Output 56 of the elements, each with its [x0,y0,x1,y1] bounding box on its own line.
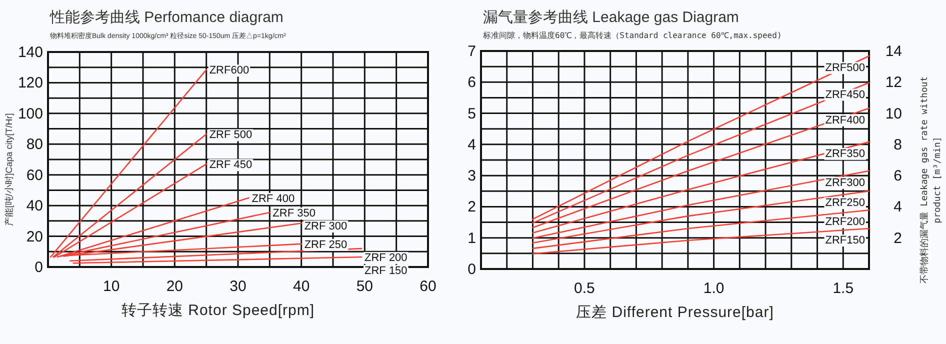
series-label: ZRF200 [825,216,865,228]
y2-tick-label: 14 [885,43,902,60]
x-tick-label: 30 [230,278,246,295]
series-label: ZRF 450 [209,159,252,172]
series-label: ZRF300 [825,176,865,189]
y-tick-label: 2 [468,198,476,216]
y2-tick-label: 8 [894,136,902,154]
y2-axis-title: 不带物料的漏气量 Leakage gas rate without product [m³/min] [919,76,943,284]
y-tick-label: 1 [468,230,476,247]
y2-tick-label: 12 [885,74,902,92]
x-axis-title: 压差 Different Pressure[bar] [576,304,774,321]
x-axis-title: 转子转速 Rotor Speed[rpm] [121,302,315,319]
series-label: ZRF350 [825,148,865,160]
y2-tick-label: 4 [894,198,902,216]
y-tick-label: 80 [26,136,43,154]
y2-tick-label: 6 [894,168,902,185]
x-tick-label: 10 [102,278,120,295]
series-label: ZRF 350 [272,207,316,220]
series-label: ZRF 300 [304,220,348,232]
series-label: ZRF 200 [364,252,408,264]
y-tick-label: 40 [26,198,43,215]
y-tick-label: 120 [18,74,43,92]
y2-tick-label: 2 [894,230,902,247]
x-tick-label: 50 [356,278,374,295]
series-label: ZRF450 [825,88,865,101]
x-tick-label: 20 [166,278,184,295]
x-tick-label: 1.0 [703,280,724,297]
y-tick-label: 0 [34,259,43,276]
y-tick-label: 5 [468,105,476,122]
y-tick-label: 4 [468,136,476,154]
x-tick-label: 0.5 [574,280,595,297]
series-label: ZRF 250 [304,238,348,251]
chart-title: 漏气量参考曲线 Leakage gas Diagram [483,9,739,26]
y-tick-label: 140 [18,44,43,61]
series-label: ZRF600 [209,64,250,77]
y-tick-label: 60 [26,166,43,184]
series-label: ZRF400 [825,114,865,126]
y2-tick-label: 10 [885,105,902,122]
x-tick-label: 40 [292,278,310,295]
y-tick-label: 0 [468,261,476,278]
series-label: ZRF 150 [364,264,408,277]
series-label: ZRF 400 [252,192,295,205]
series-label: ZRF500 [825,62,865,74]
series-label: ZRF250 [825,197,865,210]
x-tick-label: 60 [420,278,436,295]
series-label: ZRF150 [825,234,865,247]
y-tick-label: 3 [468,168,476,185]
y-axis-title: 产能[吨/小时]Capa city[T/Hr] [4,113,14,226]
y-tick-label: 7 [468,43,476,60]
series-label: ZRF 500 [209,129,252,142]
x-tick-label: 1.5 [832,280,854,297]
y-tick-label: 100 [18,105,43,122]
y-tick-label: 20 [26,228,43,246]
y-tick-label: 6 [468,74,476,92]
chart-title: 性能参考曲线 Perfomance diagram [49,9,284,26]
chart-subtitle: 标准间隙，物料温度60℃，最高转速（Standard clearance 60℃,max.speed) [482,31,782,40]
